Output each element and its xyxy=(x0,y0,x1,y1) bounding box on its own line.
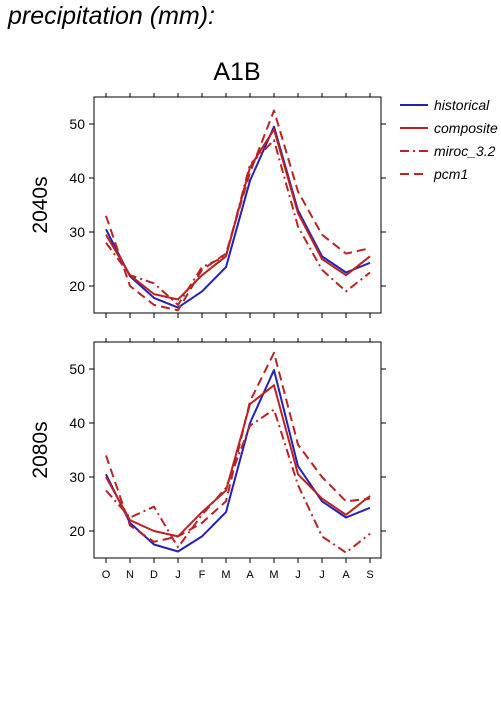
legend-label: miroc_3.2 xyxy=(434,143,496,159)
scenario-title: A1B xyxy=(213,58,260,86)
legend-label: pcm1 xyxy=(433,166,468,182)
x-tick-label: S xyxy=(366,569,373,581)
x-tick-label: M xyxy=(269,569,278,581)
panel-label: 2080s xyxy=(29,421,52,478)
x-tick-label: N xyxy=(126,569,134,581)
series-line-miroc-3-2 xyxy=(105,408,371,554)
legend-label: historical xyxy=(434,97,490,113)
series-line-historical xyxy=(105,125,371,309)
series-line-pcm1 xyxy=(105,351,371,543)
page-title: precipitation (mm): xyxy=(8,2,215,30)
y-tick-label: 20 xyxy=(69,523,85,539)
panel-frame xyxy=(93,341,382,559)
panel-label: 2040s xyxy=(29,176,52,233)
legend-label: composite xyxy=(434,120,498,136)
y-tick-label: 40 xyxy=(69,415,85,431)
x-tick-label: J xyxy=(175,569,181,581)
x-tick-label: A xyxy=(342,569,350,581)
y-tick-label: 30 xyxy=(69,224,85,240)
x-tick-label: A xyxy=(246,569,254,581)
x-tick-label: M xyxy=(221,569,230,581)
x-tick-label: J xyxy=(295,569,301,581)
legend: historical composite miroc_3.2 pcm1 xyxy=(400,97,498,182)
y-tick-label: 30 xyxy=(69,469,85,485)
panel-2040s: 20 30 40 50 2040s xyxy=(29,93,386,318)
series-line-composite xyxy=(105,384,371,538)
series-line-pcm1 xyxy=(105,109,371,312)
y-tick-label: 50 xyxy=(69,116,85,132)
y-tick-label: 40 xyxy=(69,170,85,186)
x-tick-label: D xyxy=(150,569,158,581)
y-tick-label: 50 xyxy=(69,361,85,377)
y-tick-label: 20 xyxy=(69,278,85,294)
x-tick-label: F xyxy=(199,569,206,581)
x-tick-label: J xyxy=(319,569,325,581)
series-line-historical xyxy=(105,369,371,553)
panel-frame xyxy=(93,96,382,314)
panel-2080s: 20 30 40 50 2080s xyxy=(29,338,386,563)
x-tick-label: O xyxy=(102,569,111,581)
series-line-miroc-3-2 xyxy=(105,139,371,306)
